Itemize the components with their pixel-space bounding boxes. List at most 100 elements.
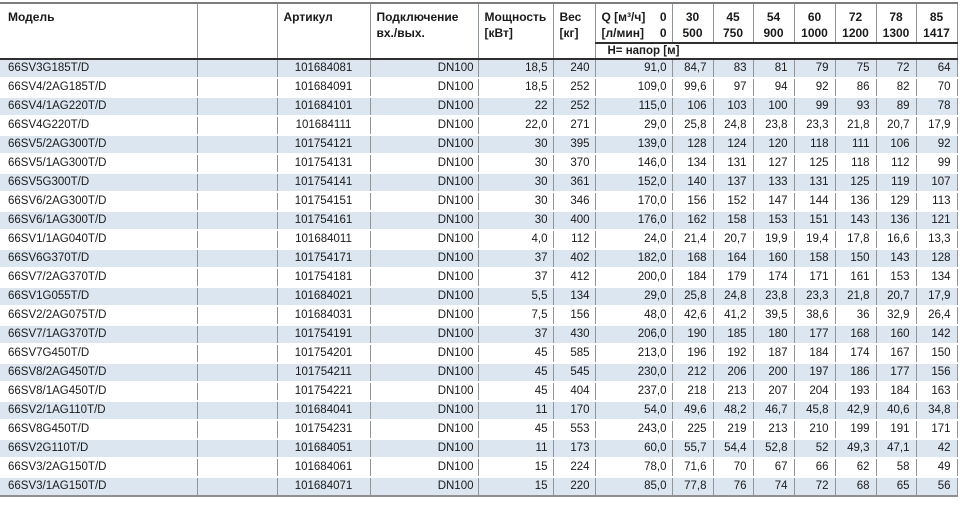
flow-m3h-value: 78 [889, 10, 903, 24]
table-row: 66SV3/1AG150T/D 101684071 DN100 15 220 8… [0, 477, 958, 496]
col-header-flow-value: 60 1000 [794, 3, 836, 43]
head-cell: 153 [876, 268, 917, 288]
connection-cell: DN100 [370, 287, 479, 307]
head-cell: 70 [713, 458, 754, 478]
power-cell: 5,5 [478, 287, 554, 307]
model-cell: 66SV6G370T/D [0, 249, 198, 269]
head-cell: 163 [916, 382, 958, 402]
head-q0-cell: 29,0 [595, 116, 673, 136]
head-cell: 67 [753, 458, 795, 478]
power-cell: 4,0 [478, 230, 554, 250]
head-q0-cell: 243,0 [595, 420, 673, 440]
power-cell: 37 [478, 249, 554, 269]
power-cell: 15 [478, 458, 554, 478]
head-cell: 21,8 [835, 116, 877, 136]
head-subheader: H= напор [м] [595, 42, 958, 59]
head-cell: 97 [713, 78, 754, 98]
head-cell: 56 [916, 477, 958, 496]
weight-cell: 361 [553, 173, 596, 193]
head-cell: 150 [835, 249, 877, 269]
head-cell: 103 [713, 97, 754, 117]
connection-cell: DN100 [370, 439, 479, 459]
head-cell: 219 [713, 420, 754, 440]
connection-cell: DN100 [370, 211, 479, 231]
model-cell: 66SV5G300T/D [0, 173, 198, 193]
empty-cell [197, 458, 278, 478]
head-cell: 21,8 [835, 287, 877, 307]
article-cell: 101754121 [277, 135, 371, 155]
empty-cell [197, 382, 278, 402]
head-q0-cell: 230,0 [595, 363, 673, 383]
model-cell: 66SV7G450T/D [0, 344, 198, 364]
empty-cell [197, 287, 278, 307]
col-header-flow-q: Q [м³/ч] 0 [л/мин] 0 [595, 3, 673, 43]
model-cell: 66SV2G110T/D [0, 439, 198, 459]
connection-cell: DN100 [370, 344, 479, 364]
col-header-connection-line1: Подключение [376, 10, 459, 24]
weight-cell: 224 [553, 458, 596, 478]
head-cell: 72 [876, 59, 917, 79]
connection-cell: DN100 [370, 325, 479, 345]
head-cell: 207 [753, 382, 795, 402]
head-q0-cell: 29,0 [595, 287, 673, 307]
head-cell: 107 [916, 173, 958, 193]
article-cell: 101684111 [277, 116, 371, 136]
head-q0-cell: 115,0 [595, 97, 673, 117]
head-cell: 140 [672, 173, 714, 193]
power-cell: 18,5 [478, 59, 554, 79]
head-cell: 17,9 [916, 287, 958, 307]
head-cell: 64 [916, 59, 958, 79]
q-lmin-label: [л/мин] [601, 26, 644, 40]
flow-m3h-value: 54 [766, 10, 781, 24]
table-row: 66SV6/2AG300T/D 101754151 DN100 30 346 1… [0, 192, 958, 212]
power-cell: 11 [478, 401, 554, 421]
head-cell: 112 [876, 154, 917, 174]
head-cell: 21,4 [672, 230, 714, 250]
connection-cell: DN100 [370, 97, 479, 117]
col-header-article: Артикул [277, 3, 371, 59]
head-cell: 147 [753, 192, 795, 212]
weight-cell: 585 [553, 344, 596, 364]
head-cell: 190 [672, 325, 714, 345]
col-header-connection-line2: вх./вых. [376, 26, 425, 40]
flow-lmin-value: 1000 [801, 26, 828, 40]
head-cell: 42,9 [835, 401, 877, 421]
q-m3h-zero: 0 [659, 10, 667, 24]
model-cell: 66SV3G185T/D [0, 59, 198, 79]
model-cell: 66SV4/2AG185T/D [0, 78, 198, 98]
article-cell: 101684021 [277, 287, 371, 307]
head-cell: 17,9 [916, 116, 958, 136]
power-cell: 45 [478, 382, 554, 402]
empty-cell [197, 477, 278, 496]
head-cell: 143 [835, 211, 877, 231]
article-cell: 101684061 [277, 458, 371, 478]
article-cell: 101754181 [277, 268, 371, 288]
head-cell: 89 [876, 97, 917, 117]
head-cell: 79 [794, 59, 836, 79]
head-cell: 75 [835, 59, 877, 79]
head-cell: 49,3 [835, 439, 877, 459]
model-cell: 66SV1/1AG040T/D [0, 230, 198, 250]
article-cell: 101684051 [277, 439, 371, 459]
model-cell: 66SV3/1AG150T/D [0, 477, 198, 496]
connection-cell: DN100 [370, 382, 479, 402]
head-cell: 177 [794, 325, 836, 345]
table-row: 66SV8/2AG450T/D 101754211 DN100 45 545 2… [0, 363, 958, 383]
head-cell: 174 [753, 268, 795, 288]
head-cell: 191 [876, 420, 917, 440]
power-cell: 30 [478, 135, 554, 155]
head-cell: 100 [753, 97, 795, 117]
head-cell: 20,7 [876, 116, 917, 136]
head-q0-cell: 237,0 [595, 382, 673, 402]
table-row: 66SV2G110T/D 101684051 DN100 11 173 60,0… [0, 439, 958, 459]
table-row: 66SV5G300T/D 101754141 DN100 30 361 152,… [0, 173, 958, 193]
header-row-sub: H= напор [м] [0, 42, 958, 59]
head-cell: 113 [916, 192, 958, 212]
head-cell: 218 [672, 382, 714, 402]
article-cell: 101684011 [277, 230, 371, 250]
table-row: 66SV2/2AG075T/D 101684031 DN100 7,5 156 … [0, 306, 958, 326]
col-header-model: Модель [0, 3, 198, 59]
connection-cell: DN100 [370, 268, 479, 288]
model-cell: 66SV7/2AG370T/D [0, 268, 198, 288]
weight-cell: 112 [553, 230, 596, 250]
